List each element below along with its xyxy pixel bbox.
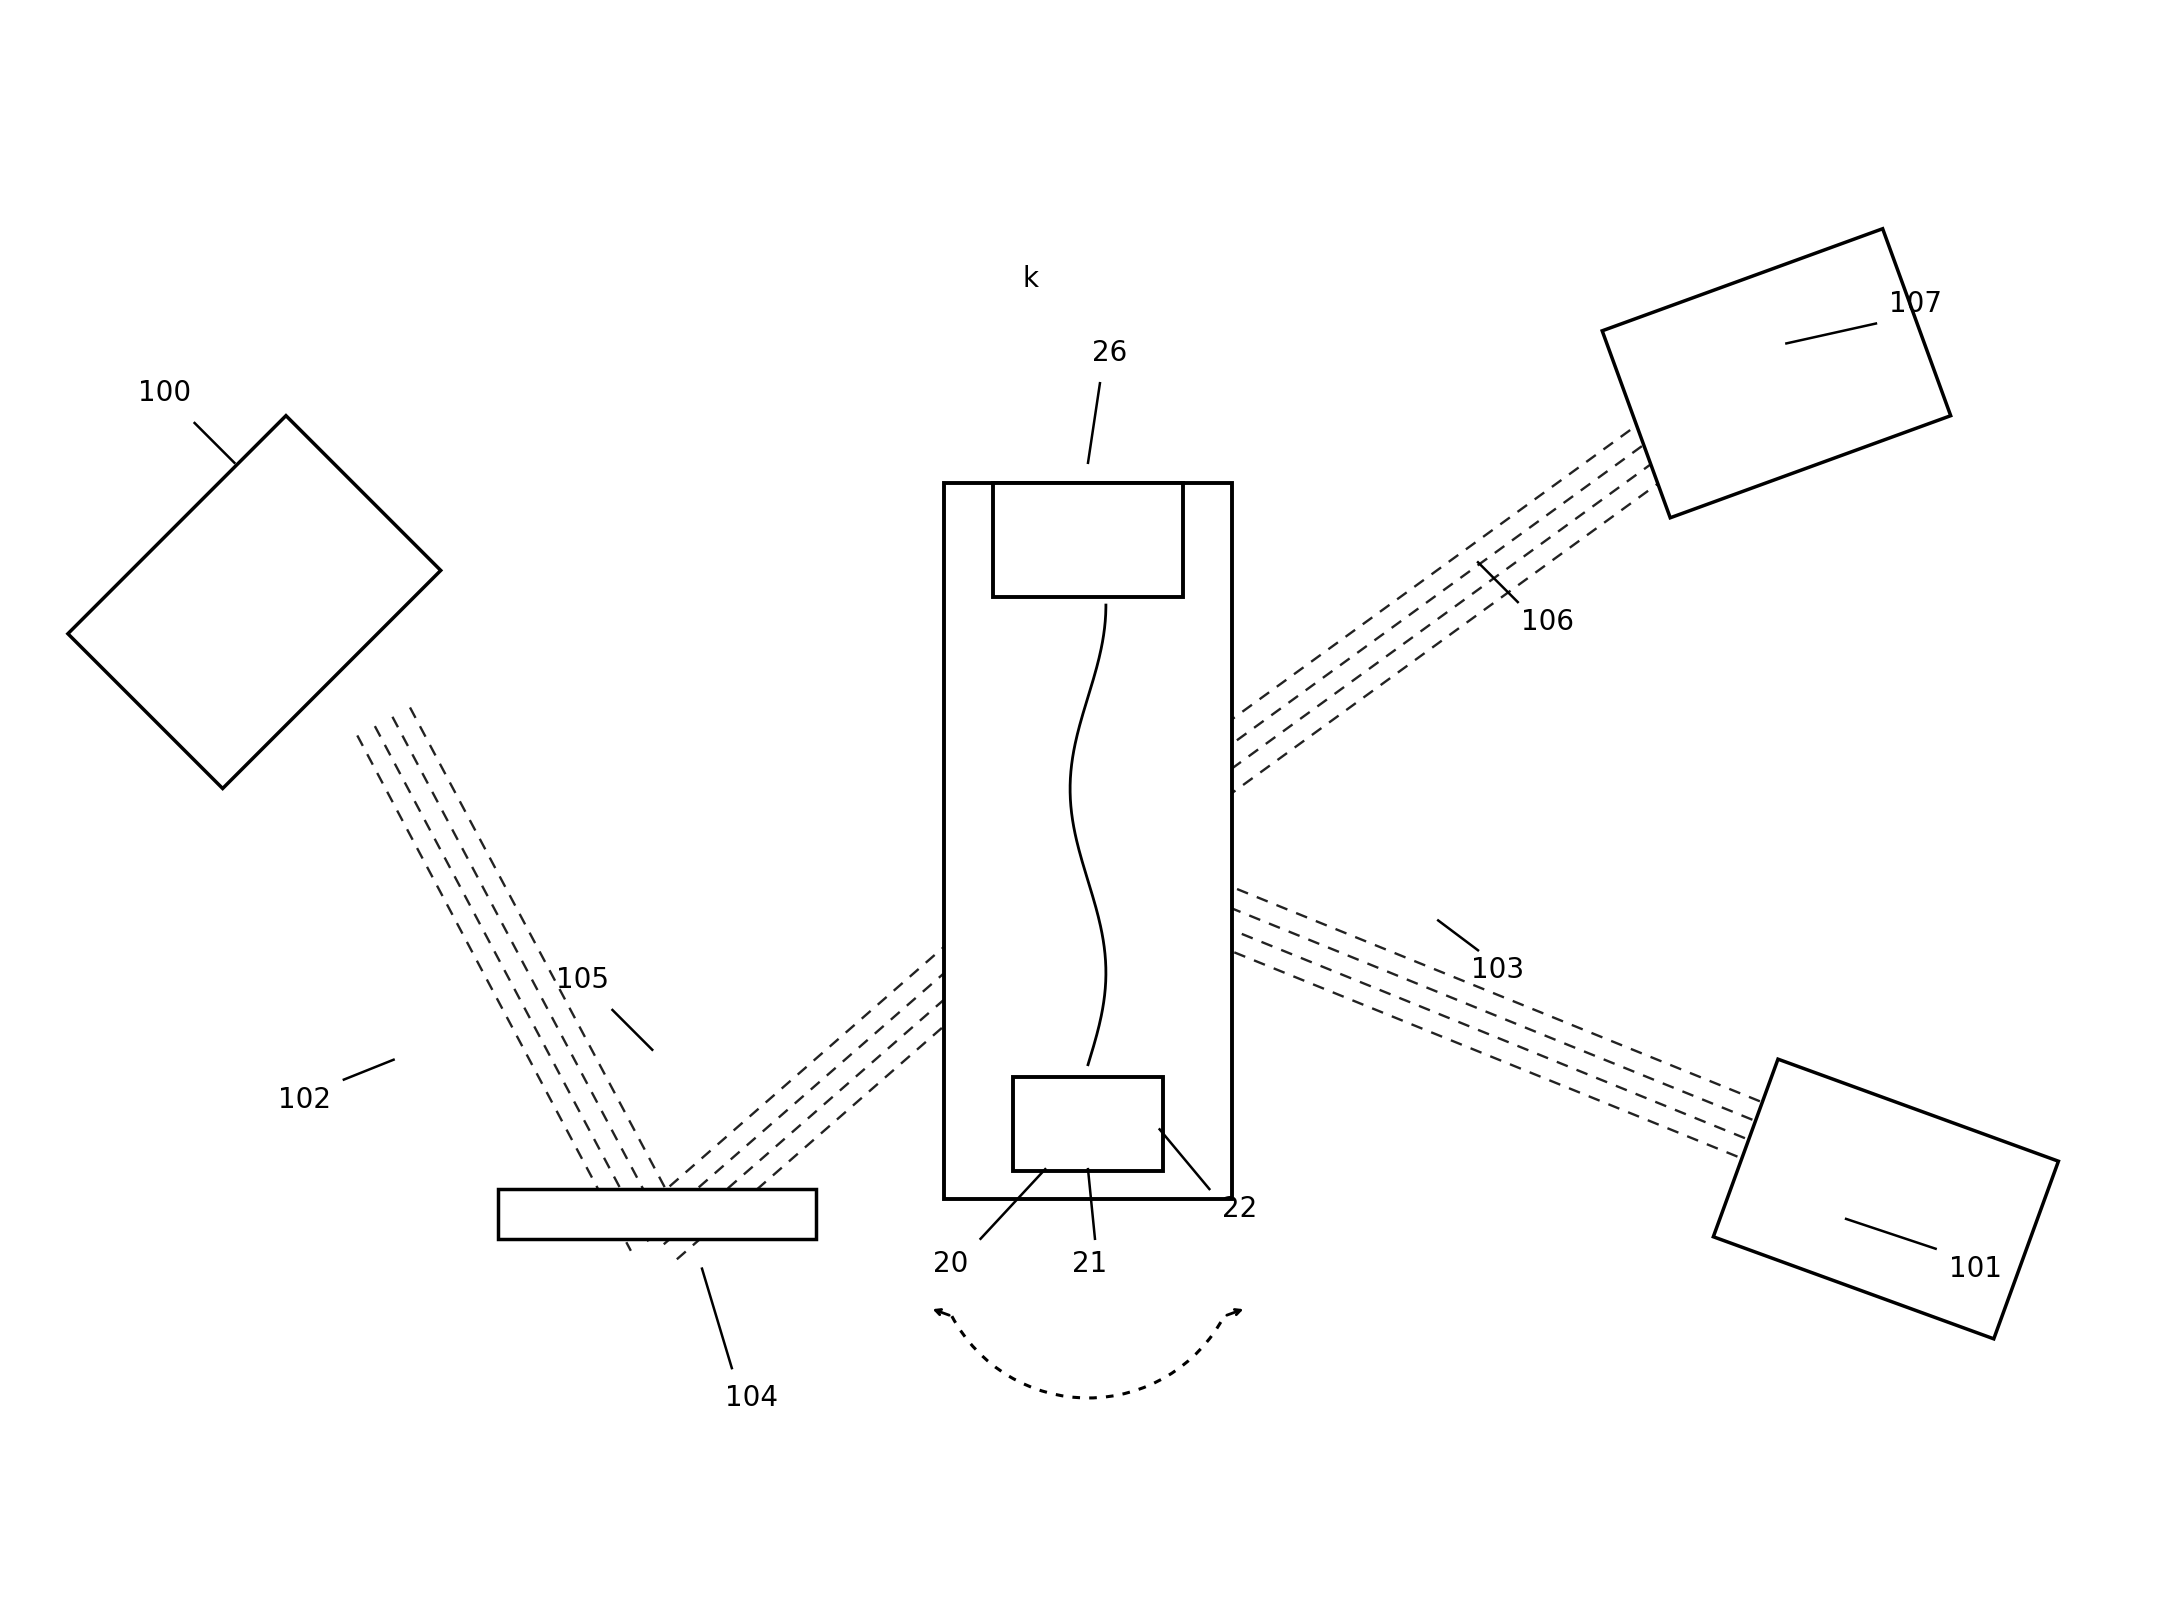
Text: 100: 100 bbox=[137, 379, 192, 407]
Text: 22: 22 bbox=[1221, 1195, 1256, 1222]
Text: 26: 26 bbox=[1093, 339, 1128, 368]
Text: 107: 107 bbox=[1890, 290, 1942, 318]
Polygon shape bbox=[1602, 229, 1951, 517]
Text: 105: 105 bbox=[555, 966, 610, 994]
Text: 102: 102 bbox=[276, 1086, 331, 1114]
Bar bbox=[1012, 1076, 1163, 1170]
Polygon shape bbox=[67, 415, 440, 788]
Text: 103: 103 bbox=[1472, 956, 1524, 984]
Text: 106: 106 bbox=[1522, 608, 1574, 635]
Bar bbox=[945, 483, 1232, 1200]
Text: 101: 101 bbox=[1948, 1255, 2003, 1282]
Text: 20: 20 bbox=[934, 1250, 969, 1277]
Text: 104: 104 bbox=[725, 1384, 777, 1412]
Text: 21: 21 bbox=[1073, 1250, 1108, 1277]
Polygon shape bbox=[499, 1190, 816, 1238]
Bar bbox=[993, 483, 1182, 597]
Polygon shape bbox=[1713, 1059, 2059, 1339]
Text: k: k bbox=[1023, 264, 1038, 293]
